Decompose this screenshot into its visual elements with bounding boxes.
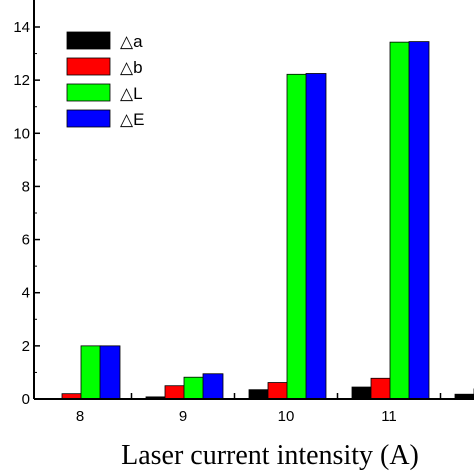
y-tick-label: 12 bbox=[13, 72, 30, 89]
y-tick-label: 8 bbox=[22, 178, 30, 195]
legend-label: △E bbox=[120, 110, 144, 129]
legend-swatch bbox=[66, 57, 111, 76]
legend-label: △L bbox=[120, 84, 143, 103]
bar bbox=[267, 382, 289, 400]
legend: △a △b △L △E bbox=[66, 31, 144, 129]
bar bbox=[351, 386, 373, 400]
x-axis-ticks: 89101112 bbox=[76, 393, 442, 425]
bar bbox=[80, 345, 102, 400]
bar bbox=[99, 345, 121, 400]
y-tick-label: 2 bbox=[22, 338, 30, 355]
x-tick-label: 11 bbox=[381, 408, 397, 425]
legend-label: △a bbox=[120, 32, 143, 51]
legend-swatch bbox=[66, 83, 111, 102]
x-axis-title: Laser current intensity (A) bbox=[121, 440, 419, 471]
legend-label: △b bbox=[120, 58, 143, 77]
x-tick-label: 9 bbox=[179, 408, 187, 425]
bar bbox=[389, 41, 411, 400]
legend-swatch bbox=[66, 109, 111, 128]
y-axis-ticks: 0 2 4 6 8 10 12 14 bbox=[13, 19, 40, 408]
bar bbox=[305, 73, 327, 400]
x-tick-label: 8 bbox=[76, 408, 84, 425]
x-tick-label: 10 bbox=[278, 408, 295, 425]
bar bbox=[164, 385, 186, 400]
y-tick-label: 0 bbox=[22, 391, 30, 408]
bar bbox=[286, 73, 308, 400]
y-tick-label: 14 bbox=[13, 19, 30, 36]
bar bbox=[202, 373, 224, 400]
legend-swatch bbox=[66, 31, 111, 50]
y-tick-label: 10 bbox=[13, 125, 30, 142]
y-tick-label: 4 bbox=[22, 285, 30, 302]
bar bbox=[370, 377, 392, 400]
bar bbox=[408, 41, 430, 400]
y-tick-label: 6 bbox=[22, 232, 30, 249]
bar bbox=[183, 376, 205, 400]
bar bbox=[248, 389, 270, 400]
